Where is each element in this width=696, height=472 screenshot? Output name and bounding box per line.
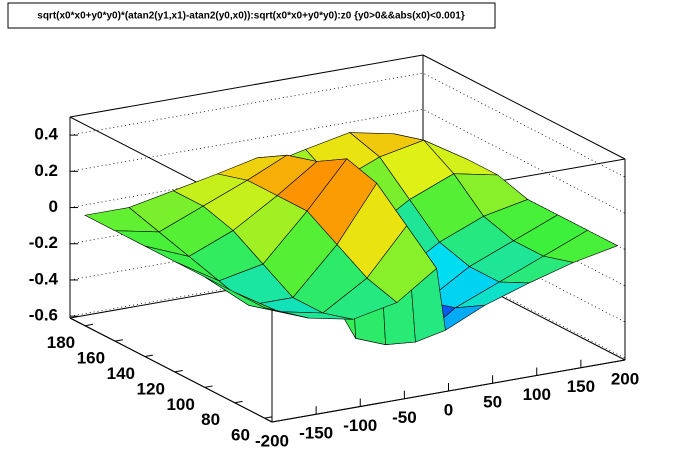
z-tick-label: -0.6 [29,306,58,325]
y-tick-label: 120 [137,379,165,398]
z-tick-label: -0.4 [29,269,59,288]
y-tick-mark [234,400,243,404]
x-tick-label: 100 [523,385,551,404]
y-tick-mark [114,339,123,342]
x-tick-label: 50 [483,393,502,412]
y-tick-label: 80 [201,410,220,429]
y-tick-label: 140 [107,364,135,383]
box-edge [422,54,626,160]
z-tick-label: 0.4 [34,125,58,144]
y-axis [69,317,273,423]
x-tick-label: -200 [255,431,289,450]
y-tick-mark [204,385,213,388]
y-tick-label: 60 [231,426,250,445]
x-tick-label: 150 [567,377,595,396]
x-tick-label: -150 [299,424,333,443]
title-box [7,2,496,29]
y-tick-label: 180 [47,333,75,352]
z-tick-label: 0.2 [34,161,58,180]
y-tick-label: 160 [77,349,105,368]
x-tick-label: -100 [343,416,377,435]
x-tick-label: -50 [392,408,417,427]
x-tick-label: 0 [444,400,453,419]
chart-title: sqrt(x0*x0+y0*y0)*(atan2(y1,x1)-atan2(y0… [37,11,465,22]
z-tick-label: 0 [49,197,58,216]
y-tick-mark [144,354,153,358]
x-tick-label: 200 [611,369,639,388]
z-tick-label: -0.2 [29,233,58,252]
y-tick-label: 100 [166,395,194,414]
box-edge [69,54,424,118]
surface-cell [234,292,309,319]
y-tick-mark [264,416,273,419]
y-tick-mark [84,323,94,327]
y-tick-mark [174,370,183,373]
